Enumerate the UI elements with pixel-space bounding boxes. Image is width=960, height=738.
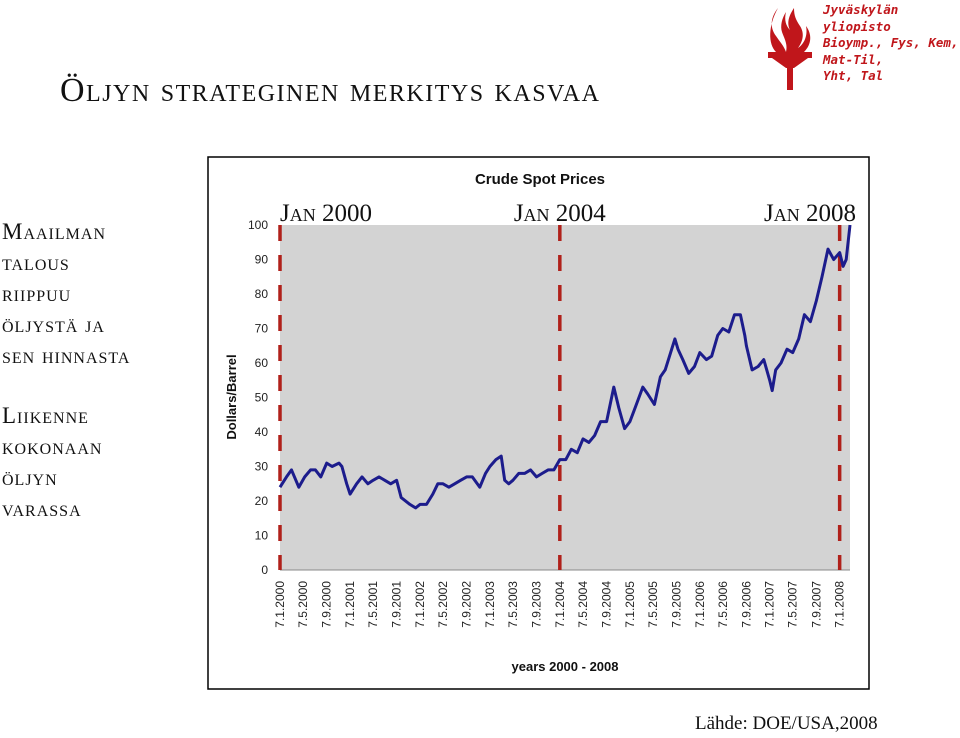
date-annotation: Jan 2008 bbox=[764, 200, 856, 227]
y-tick-label: 70 bbox=[255, 322, 269, 336]
institution-line: Jyväskylän bbox=[823, 2, 899, 17]
side-line: riippuu bbox=[2, 281, 72, 306]
x-tick-label: 7.1.2008 bbox=[833, 581, 847, 628]
x-tick-label: 7.5.2006 bbox=[716, 581, 730, 628]
x-tick-label: 7.1.2006 bbox=[693, 581, 707, 628]
y-tick-label: 30 bbox=[255, 460, 269, 474]
y-tick-label: 80 bbox=[255, 287, 269, 301]
y-tick-label: 90 bbox=[255, 253, 269, 267]
x-tick-label: 7.9.2002 bbox=[460, 581, 474, 628]
x-tick-label: 7.1.2002 bbox=[413, 581, 427, 628]
y-tick-label: 20 bbox=[255, 494, 269, 508]
x-tick-label: 7.9.2003 bbox=[529, 581, 543, 628]
date-annotation: Jan 2004 bbox=[514, 200, 606, 227]
institution-line: Yht, Tal bbox=[823, 68, 884, 83]
x-tick-label: 7.5.2007 bbox=[786, 581, 800, 628]
plot-area bbox=[280, 225, 850, 570]
x-tick-label: 7.1.2007 bbox=[763, 581, 777, 628]
y-tick-label: 100 bbox=[248, 218, 268, 232]
y-tick-label: 0 bbox=[261, 563, 268, 577]
x-tick-label: 7.5.2005 bbox=[646, 581, 660, 628]
y-axis-label: Dollars/Barrel bbox=[224, 354, 239, 439]
torch-icon bbox=[768, 8, 812, 90]
x-axis-label: years 2000 - 2008 bbox=[512, 659, 619, 674]
side-line: öljystä ja bbox=[2, 312, 105, 337]
side-line: kokonaan bbox=[2, 434, 103, 459]
side-text-traffic: Liikenne kokonaan öljyn varassa bbox=[2, 400, 102, 524]
y-tick-label: 40 bbox=[255, 425, 269, 439]
x-tick-label: 7.5.2002 bbox=[436, 581, 450, 628]
x-tick-label: 7.5.2004 bbox=[576, 581, 590, 628]
page-title: Öljyn strateginen merkitys kasvaa bbox=[60, 72, 601, 109]
side-line: Liikenne bbox=[2, 403, 89, 428]
side-line: sen hinnasta bbox=[2, 343, 131, 368]
x-tick-label: 7.9.2005 bbox=[669, 581, 683, 628]
x-tick-label: 7.1.2000 bbox=[273, 581, 287, 628]
institution-line: Bioymp., Fys, Kem, bbox=[823, 35, 959, 50]
side-line: Maailman bbox=[2, 219, 106, 244]
x-tick-label: 7.1.2001 bbox=[343, 581, 357, 628]
side-line: öljyn bbox=[2, 465, 58, 490]
y-tick-label: 60 bbox=[255, 356, 269, 370]
side-text-economy: Maailman talous riippuu öljystä ja sen h… bbox=[2, 216, 130, 371]
x-tick-label: 7.1.2004 bbox=[553, 581, 567, 628]
x-tick-label: 7.9.2001 bbox=[390, 581, 404, 628]
date-annotation: Jan 2000 bbox=[280, 200, 372, 227]
x-tick-label: 7.9.2000 bbox=[320, 581, 334, 628]
x-tick-label: 7.1.2003 bbox=[483, 581, 497, 628]
institution-text: Jyväskylän yliopisto Bioymp., Fys, Kem, … bbox=[823, 2, 958, 85]
y-tick-label: 50 bbox=[255, 391, 269, 405]
x-tick-label: 7.5.2000 bbox=[296, 581, 310, 628]
x-tick-label: 7.5.2003 bbox=[506, 581, 520, 628]
chart-title: Crude Spot Prices bbox=[475, 171, 605, 188]
price-series-line bbox=[278, 224, 852, 510]
institution-line: Mat-Til, bbox=[823, 51, 884, 67]
x-tick-label: 7.9.2004 bbox=[600, 581, 614, 628]
source-text: Lähde: DOE/USA,2008 bbox=[695, 713, 878, 734]
side-line: talous bbox=[2, 250, 70, 275]
side-line: varassa bbox=[2, 496, 82, 521]
x-tick-label: 7.9.2006 bbox=[739, 581, 753, 628]
y-tick-label: 10 bbox=[255, 529, 269, 543]
institution-line: yliopisto bbox=[823, 18, 891, 34]
x-tick-label: 7.9.2007 bbox=[809, 581, 823, 628]
x-tick-label: 7.5.2001 bbox=[366, 581, 380, 628]
x-tick-label: 7.1.2005 bbox=[623, 581, 637, 628]
